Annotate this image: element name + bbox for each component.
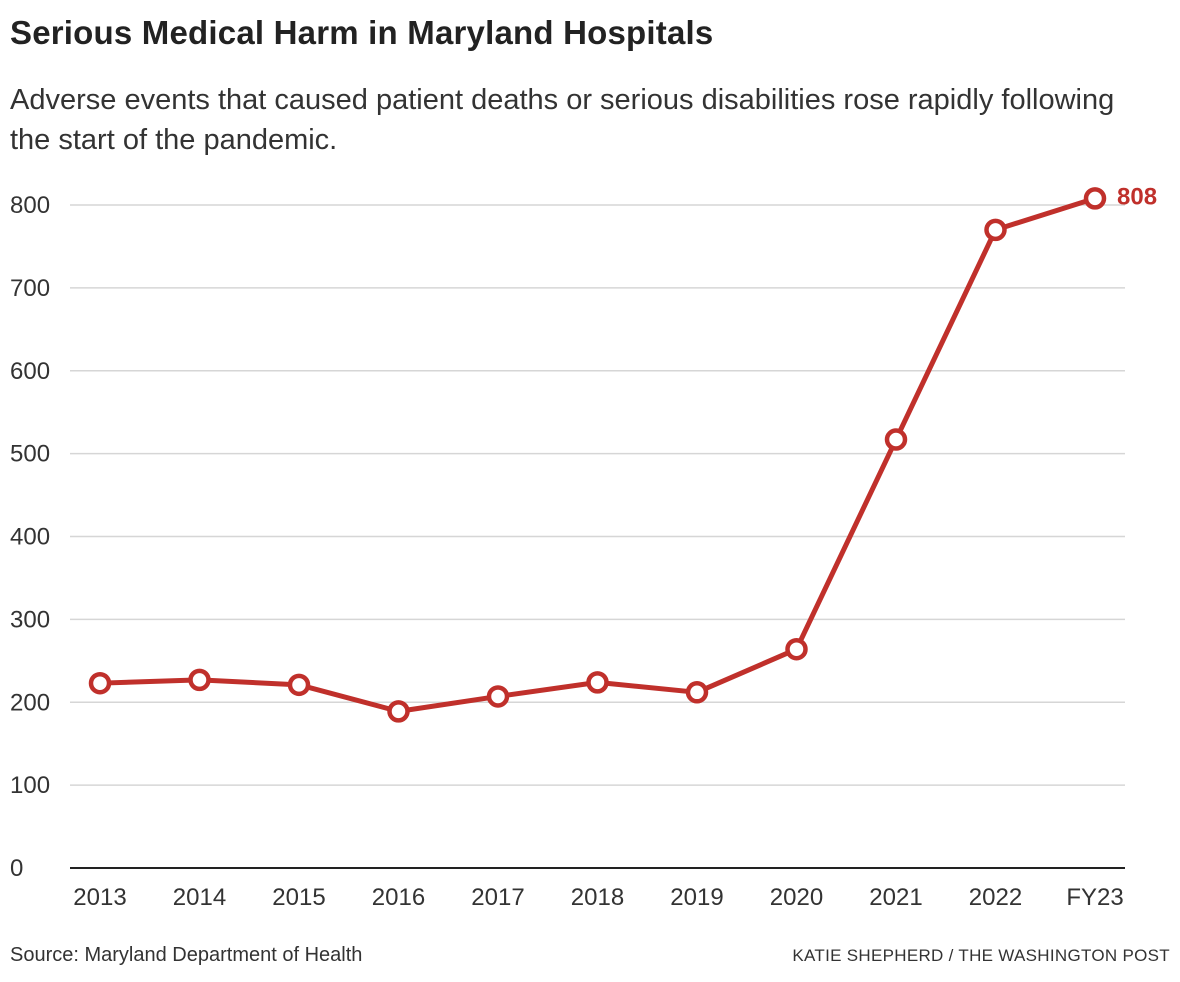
data-point-2020 xyxy=(785,637,808,661)
data-point-2019 xyxy=(685,681,709,704)
y-tick-label: 400 xyxy=(10,524,50,551)
x-tick-label: FY23 xyxy=(1066,884,1123,911)
data-point-2013 xyxy=(88,671,112,695)
series-markers xyxy=(88,187,1107,723)
x-tick-label: 2017 xyxy=(471,884,524,911)
chart-subtitle: Adverse events that caused patient death… xyxy=(10,84,1115,156)
source-note: Source: Maryland Department of Health xyxy=(10,944,363,966)
y-axis-labels: 0 100 200 300 400 500 600 700 800 xyxy=(10,192,50,882)
y-tick-label: 500 xyxy=(10,441,50,468)
credit-line: KATIE SHEPHERD / THE WASHINGTON POST xyxy=(792,946,1170,965)
data-point-2017 xyxy=(486,685,510,708)
y-tick-label: 800 xyxy=(10,192,50,219)
x-tick-label: 2014 xyxy=(173,884,226,911)
y-tick-label: 700 xyxy=(10,275,50,302)
series-line xyxy=(97,195,1098,714)
data-point-2014 xyxy=(188,668,211,692)
x-tick-label: 2016 xyxy=(372,884,425,911)
data-point-2021 xyxy=(884,428,908,451)
y-tick-label: 300 xyxy=(10,606,50,633)
data-point-fy23 xyxy=(1083,187,1107,210)
x-tick-label: 2020 xyxy=(770,884,823,911)
data-point-2018 xyxy=(586,671,609,694)
chart-title: Serious Medical Harm in Maryland Hospita… xyxy=(10,14,714,51)
end-value-label: 808 xyxy=(1117,183,1157,210)
data-point-2015 xyxy=(287,673,311,697)
x-tick-label: 2015 xyxy=(272,884,325,911)
data-point-2022 xyxy=(984,218,1007,242)
x-tick-label: 2013 xyxy=(73,884,126,911)
y-tick-label: 600 xyxy=(10,358,50,385)
x-tick-label: 2019 xyxy=(670,884,723,911)
gridlines xyxy=(70,204,1125,786)
y-tick-label: 200 xyxy=(10,689,50,716)
y-tick-label: 100 xyxy=(10,772,50,799)
x-tick-label: 2022 xyxy=(969,884,1022,911)
x-tick-label: 2021 xyxy=(869,884,922,911)
x-tick-label: 2018 xyxy=(571,884,624,911)
x-axis-labels: 2013 2014 2015 2016 2017 2018 2019 2020 2021 2022… xyxy=(73,884,1123,911)
data-point-2016 xyxy=(387,700,410,723)
y-tick-label: 0 xyxy=(10,855,23,882)
